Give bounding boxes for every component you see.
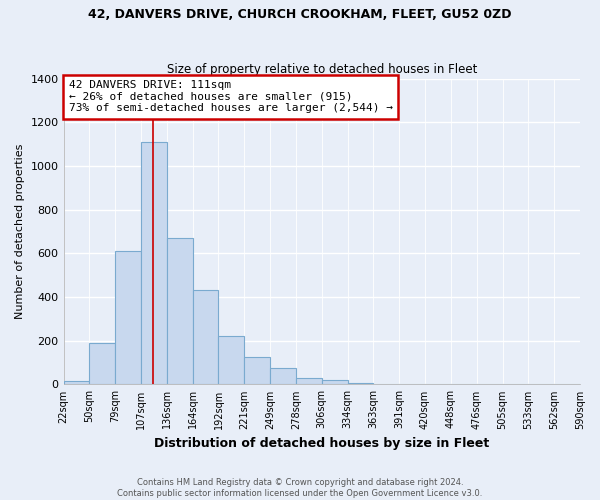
Text: 42 DANVERS DRIVE: 111sqm
← 26% of detached houses are smaller (915)
73% of semi-: 42 DANVERS DRIVE: 111sqm ← 26% of detach… bbox=[69, 80, 393, 114]
Bar bbox=[193, 290, 218, 384]
Text: 42, DANVERS DRIVE, CHURCH CROOKHAM, FLEET, GU52 0ZD: 42, DANVERS DRIVE, CHURCH CROOKHAM, FLEE… bbox=[88, 8, 512, 20]
Bar bbox=[167, 238, 193, 384]
Text: Contains HM Land Registry data © Crown copyright and database right 2024.
Contai: Contains HM Land Registry data © Crown c… bbox=[118, 478, 482, 498]
Title: Size of property relative to detached houses in Fleet: Size of property relative to detached ho… bbox=[167, 63, 477, 76]
Bar bbox=[322, 380, 347, 384]
Y-axis label: Number of detached properties: Number of detached properties bbox=[15, 144, 25, 319]
Bar bbox=[141, 142, 167, 384]
Bar bbox=[244, 357, 270, 384]
Bar bbox=[89, 343, 115, 384]
Bar bbox=[218, 336, 244, 384]
X-axis label: Distribution of detached houses by size in Fleet: Distribution of detached houses by size … bbox=[154, 437, 490, 450]
Bar bbox=[296, 378, 322, 384]
Bar bbox=[115, 251, 141, 384]
Bar bbox=[270, 368, 296, 384]
Bar bbox=[64, 381, 89, 384]
